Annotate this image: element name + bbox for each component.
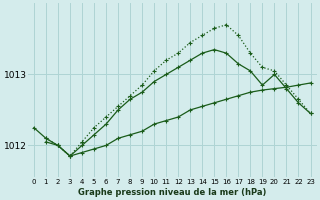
X-axis label: Graphe pression niveau de la mer (hPa): Graphe pression niveau de la mer (hPa): [78, 188, 266, 197]
